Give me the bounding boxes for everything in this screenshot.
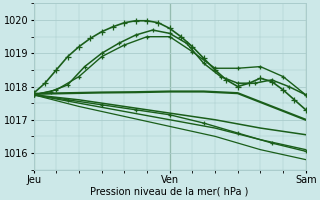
X-axis label: Pression niveau de la mer( hPa ): Pression niveau de la mer( hPa ) (91, 187, 249, 197)
